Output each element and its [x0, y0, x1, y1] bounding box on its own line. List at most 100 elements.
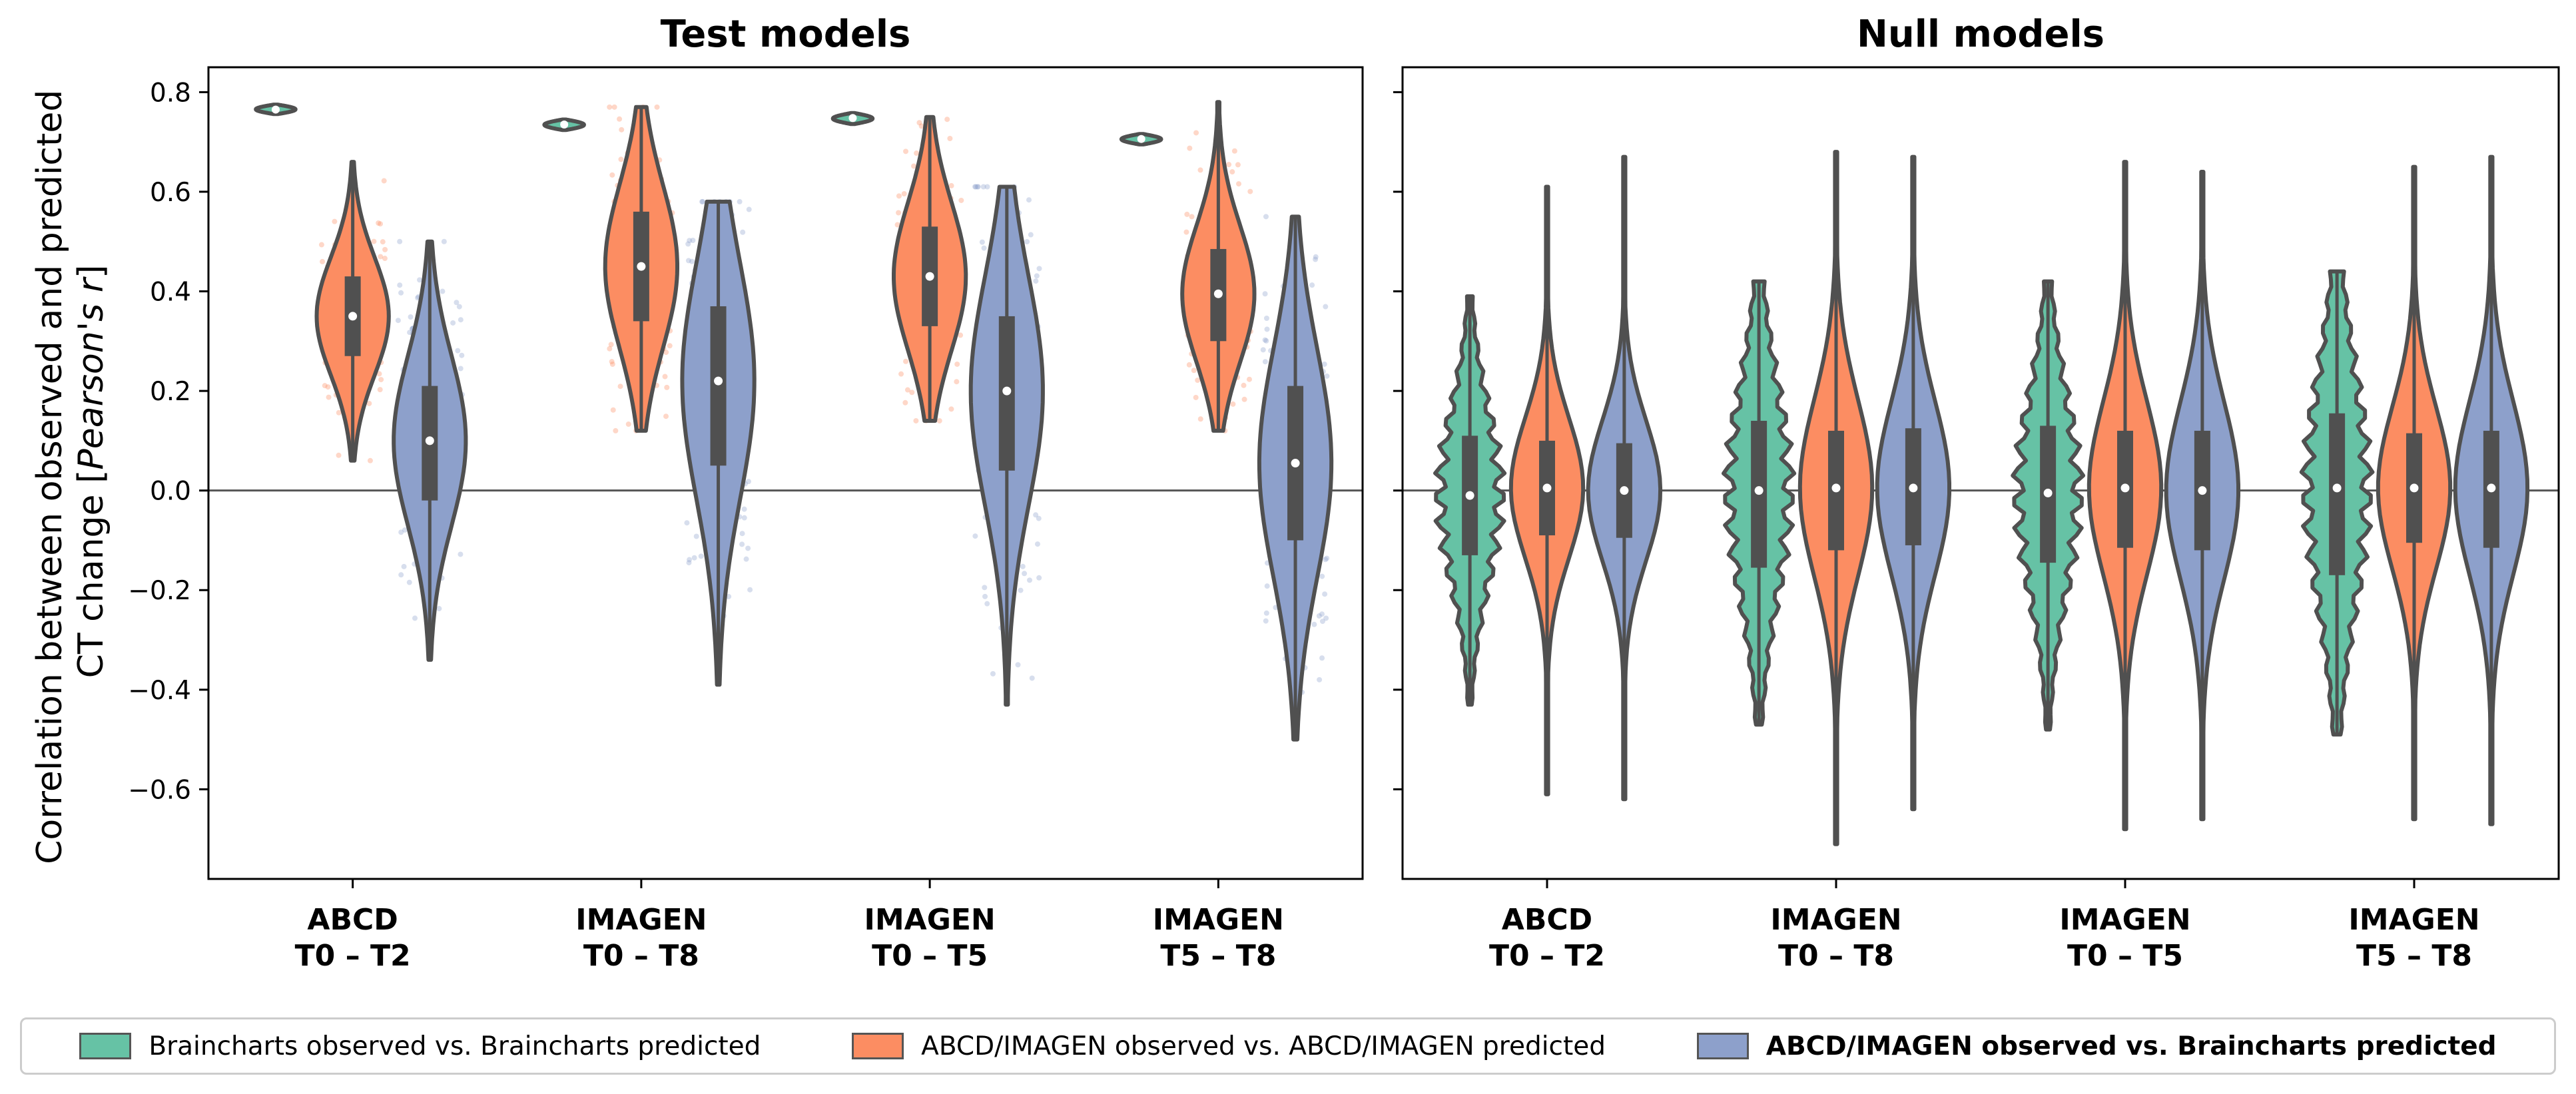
legend-swatch-orange [852, 1033, 904, 1059]
data-point [398, 572, 404, 578]
data-point [1191, 368, 1197, 374]
median-marker [2198, 486, 2207, 495]
median-marker [1909, 483, 1918, 493]
data-point [1309, 282, 1315, 288]
data-point [336, 410, 342, 415]
data-point [609, 359, 615, 365]
data-point [611, 104, 617, 110]
median-marker [1213, 289, 1223, 298]
x-tick-label-line2: T0 – T8 [1778, 939, 1894, 973]
x-tick-label-line1: IMAGEN [864, 903, 996, 937]
data-point [408, 314, 414, 320]
data-point [982, 593, 988, 599]
data-point [378, 377, 384, 383]
data-point [909, 390, 915, 396]
data-point [1247, 188, 1253, 194]
data-point [693, 533, 699, 539]
data-point [1034, 273, 1040, 279]
data-point [1197, 416, 1203, 422]
data-point [1236, 181, 1242, 187]
data-point [456, 304, 462, 310]
data-point [380, 239, 386, 245]
data-point [607, 104, 613, 110]
data-point [1323, 304, 1329, 310]
data-point [625, 421, 631, 427]
x-tick-label-line1: IMAGEN [2059, 903, 2190, 937]
y-tick-label: 0.0 [150, 477, 191, 507]
y-tick-label: −0.4 [128, 676, 191, 706]
data-point [913, 417, 919, 423]
data-point [700, 198, 706, 204]
data-point [1263, 618, 1269, 624]
data-point [401, 563, 407, 569]
data-point [378, 254, 384, 260]
data-point [684, 520, 690, 526]
data-point [1263, 338, 1269, 344]
median-marker [2487, 483, 2496, 493]
x-tick-label-line1: ABCD [1502, 903, 1592, 937]
data-point [972, 533, 978, 539]
data-point [1183, 229, 1189, 235]
x-tick-label-line1: IMAGEN [1153, 903, 1284, 937]
data-point [1189, 214, 1195, 220]
median-marker [1620, 486, 1629, 495]
data-point [397, 282, 403, 288]
x-tick-label-line2: T0 – T8 [583, 939, 699, 973]
data-point [936, 417, 942, 423]
data-point [318, 242, 324, 248]
y-tick-label: 0.6 [150, 178, 191, 208]
data-point [990, 671, 996, 677]
data-point [1322, 591, 1328, 597]
data-point [902, 400, 908, 406]
data-point [1229, 169, 1235, 175]
data-point [663, 413, 669, 419]
median-marker [1291, 459, 1300, 468]
data-point [690, 237, 696, 243]
data-point [975, 184, 981, 190]
data-point [691, 555, 697, 561]
data-point [911, 163, 917, 169]
data-point [1313, 256, 1319, 262]
data-point [1319, 611, 1325, 617]
data-point [667, 343, 673, 349]
data-point [1028, 232, 1034, 238]
data-point [982, 585, 988, 591]
data-point [1263, 610, 1269, 616]
data-point [726, 593, 732, 599]
data-point [1193, 394, 1199, 400]
data-point [1020, 563, 1026, 569]
data-point [741, 515, 747, 521]
y-axis-label-suffix: ] [71, 265, 111, 278]
data-point [617, 116, 623, 122]
data-point [904, 387, 910, 393]
data-point [896, 210, 902, 216]
axes-frame [207, 66, 1364, 880]
data-point [609, 361, 615, 367]
data-point [1321, 361, 1327, 367]
data-point [1324, 555, 1330, 561]
legend: Braincharts observed vs. Braincharts pre… [20, 1017, 2556, 1075]
data-point [1026, 197, 1032, 203]
x-tick-label-line1: IMAGEN [1770, 903, 1901, 937]
data-point [1033, 512, 1039, 518]
data-point [326, 394, 332, 400]
data-point [1231, 148, 1237, 154]
data-point [918, 123, 924, 129]
data-point [1324, 373, 1330, 379]
data-point [664, 384, 670, 390]
data-point [366, 400, 372, 406]
data-point [398, 290, 404, 296]
data-point [1033, 278, 1039, 284]
data-point [947, 135, 953, 141]
median-marker [714, 376, 723, 386]
data-point [455, 348, 461, 354]
data-point [984, 601, 990, 607]
median-marker [2043, 488, 2053, 497]
data-point [367, 457, 373, 463]
data-point [436, 606, 442, 612]
data-point [332, 218, 338, 224]
data-point [440, 288, 446, 294]
data-point [1036, 575, 1042, 581]
data-point [402, 527, 408, 533]
